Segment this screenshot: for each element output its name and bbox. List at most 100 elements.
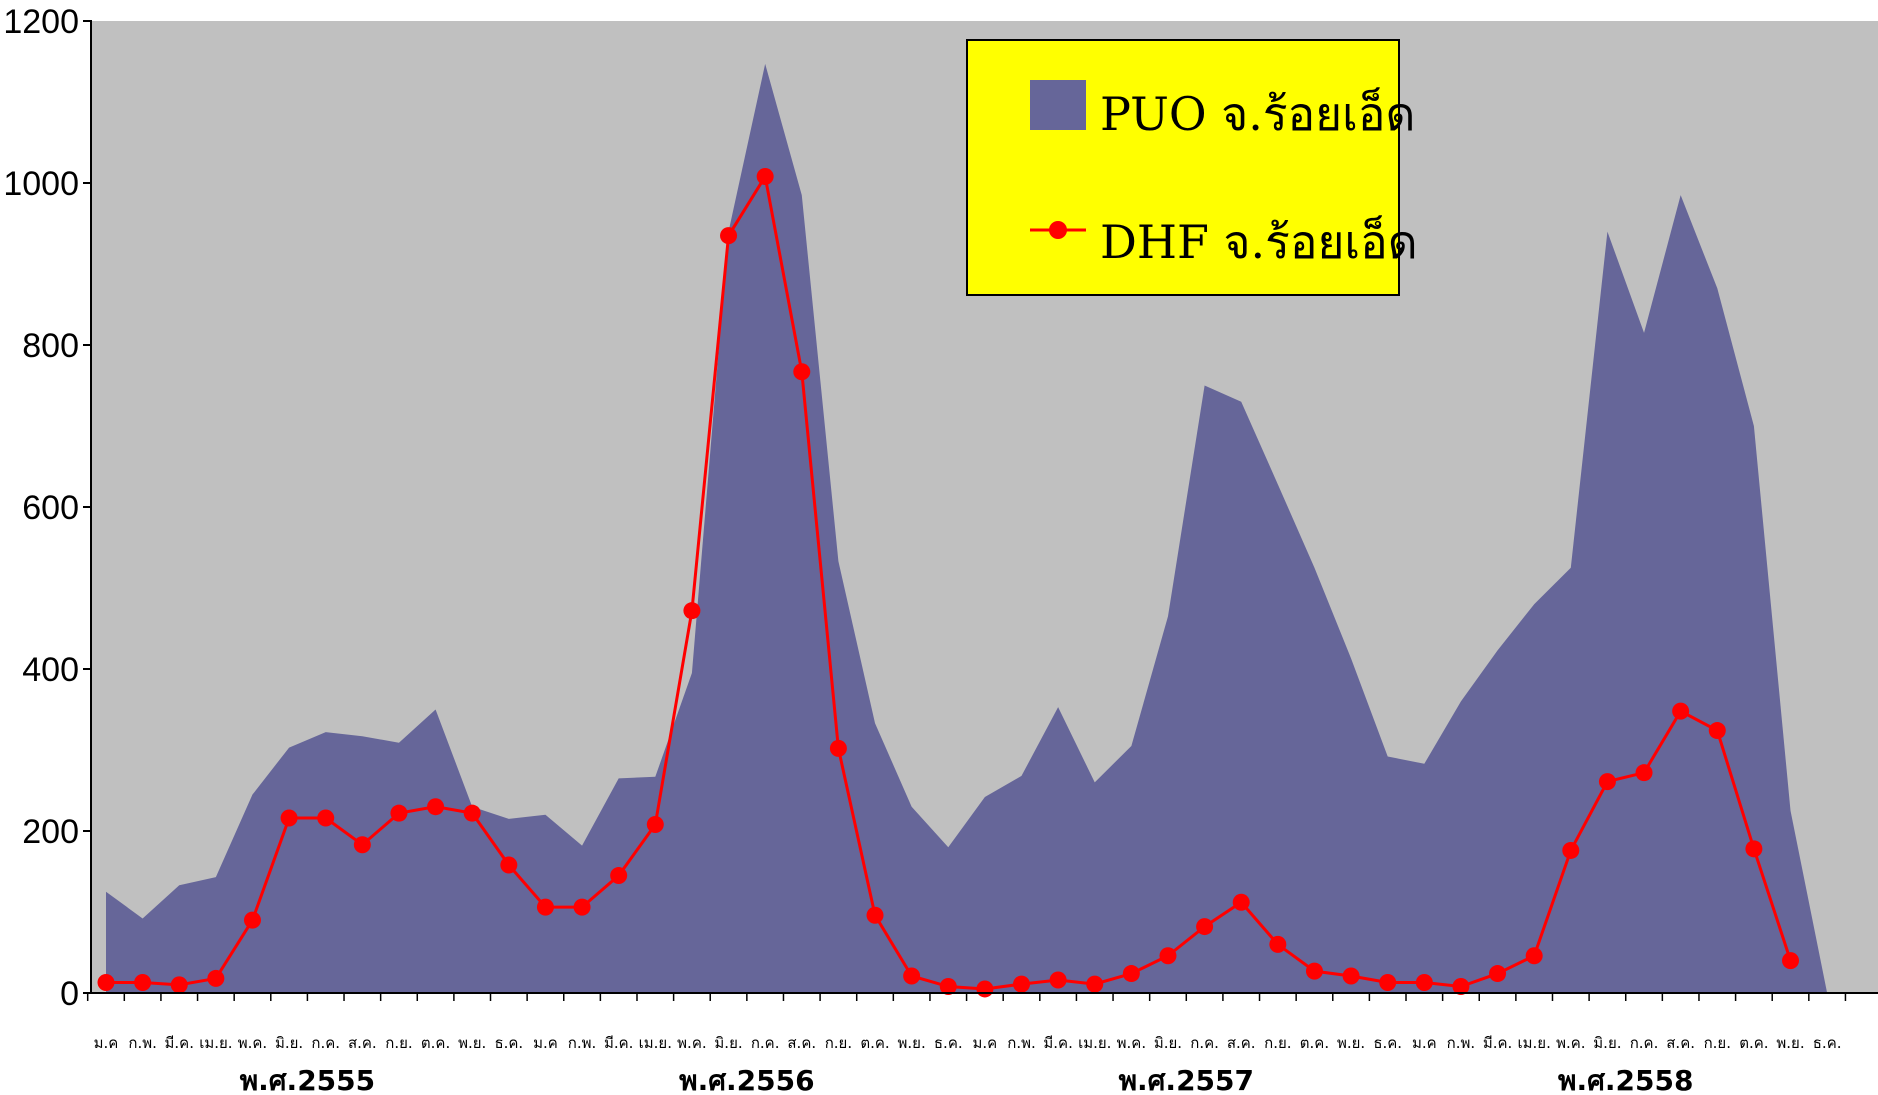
x-tick-label: พ.ค. <box>677 1034 706 1052</box>
dhf-point <box>903 967 921 985</box>
dhf-point <box>1672 702 1690 720</box>
dhf-point <box>170 976 188 994</box>
x-tick-label: ก.พ. <box>1007 1034 1036 1052</box>
dhf-point <box>720 227 738 245</box>
dhf-point <box>1122 965 1140 983</box>
x-tick-label: ม.ค <box>94 1034 119 1052</box>
x-tick-label: พ.ค. <box>238 1034 267 1052</box>
x-tick-label: ก.ย. <box>1704 1034 1731 1052</box>
x-tick-label: ต.ค. <box>1300 1034 1329 1052</box>
y-tick-label: 200 <box>22 813 79 851</box>
x-tick-label: เม.ย. <box>199 1034 232 1052</box>
x-tick-label: ก.พ. <box>568 1034 597 1052</box>
dhf-point <box>280 809 298 827</box>
dhf-point <box>976 980 994 998</box>
dhf-point <box>463 804 481 822</box>
dhf-point <box>573 898 591 916</box>
x-tick-label: ม.ค <box>533 1034 558 1052</box>
x-tick-label: มี.ค. <box>604 1034 633 1052</box>
dhf-point <box>793 363 811 381</box>
dhf-point <box>756 168 774 186</box>
dhf-point <box>1342 967 1360 985</box>
x-tick-label: มิ.ย. <box>1154 1034 1182 1052</box>
x-tick-label: มิ.ย. <box>714 1034 742 1052</box>
dhf-point <box>500 856 518 874</box>
dhf-point <box>427 798 445 816</box>
x-tick-label: เม.ย. <box>1078 1034 1111 1052</box>
x-tick-label: ส.ค. <box>348 1034 377 1052</box>
dhf-point <box>1305 962 1323 980</box>
puo-area <box>106 63 1828 994</box>
x-tick-label: ส.ค. <box>787 1034 816 1052</box>
legend-dhf-marker <box>1049 221 1067 239</box>
x-tick-label: พ.ย. <box>458 1034 486 1052</box>
x-tick-label: ธ.ค. <box>494 1034 523 1052</box>
dhf-point <box>1452 978 1470 996</box>
dhf-point <box>1159 947 1177 965</box>
x-tick-label: มิ.ย. <box>1593 1034 1621 1052</box>
y-tick-label: 1200 <box>3 3 79 41</box>
y-tick-label: 0 <box>60 975 79 1013</box>
x-tick-label: พ.ค. <box>1117 1034 1146 1052</box>
x-tick-label: ก.ย. <box>825 1034 852 1052</box>
dhf-point <box>1049 971 1067 989</box>
dhf-point <box>1196 918 1214 936</box>
dhf-point <box>1415 973 1433 991</box>
dhf-point <box>866 906 884 924</box>
dhf-point <box>1745 840 1763 858</box>
y-tick-label: 400 <box>22 651 79 689</box>
x-tick-label: พ.ค. <box>1556 1034 1585 1052</box>
x-tick-label: พ.ย. <box>1776 1034 1804 1052</box>
puo-area-series <box>106 63 1828 994</box>
dhf-point <box>1782 952 1800 970</box>
legend: PUO จ.ร้อยเอ็ด DHF จ.ร้อยเอ็ด <box>966 39 1418 296</box>
x-tick-label: ธ.ค. <box>934 1034 963 1052</box>
x-tick-labels: ม.ค ก.พ. มี.ค. เม.ย. พ.ค. มิ.ย. ก.ค. ส.ค. ก.ย. ต.… <box>94 1034 1842 1052</box>
year-group-label: พ.ศ.2558 <box>1558 1064 1693 1095</box>
x-tick-label: ก.ย. <box>1264 1034 1291 1052</box>
x-tick-label: ต.ค. <box>421 1034 450 1052</box>
dhf-point <box>1525 947 1543 965</box>
x-tick-label: ม.ค <box>973 1034 998 1052</box>
dhf-point <box>1086 975 1104 993</box>
x-tick-label: มี.ค. <box>1483 1034 1512 1052</box>
x-tick-label: ม.ค <box>1412 1034 1437 1052</box>
x-tick-label: ก.พ. <box>128 1034 157 1052</box>
x-tick-label: ส.ค. <box>1227 1034 1256 1052</box>
dhf-point <box>1269 935 1287 953</box>
axes <box>83 20 1878 1001</box>
year-group-label: พ.ศ.2555 <box>240 1064 375 1095</box>
dhf-point <box>1562 841 1580 859</box>
x-tick-label: เม.ย. <box>639 1034 672 1052</box>
x-tick-label: ส.ค. <box>1666 1034 1695 1052</box>
year-group-labels: พ.ศ.2555 พ.ศ.2556 พ.ศ.2557 พ.ศ.2558 <box>240 1064 1694 1095</box>
x-tick-label: ก.ค. <box>1190 1034 1219 1052</box>
x-tick-label: มิ.ย. <box>275 1034 303 1052</box>
dhf-point <box>829 739 847 757</box>
dhf-point <box>1635 764 1653 782</box>
dhf-point <box>134 973 152 991</box>
dhf-point <box>683 602 701 620</box>
dhf-point <box>1379 973 1397 991</box>
x-tick-label: มี.ค. <box>1043 1034 1072 1052</box>
legend-dhf-label: DHF จ.ร้อยเอ็ด <box>1100 215 1418 269</box>
x-tick-label: ธ.ค. <box>1373 1034 1402 1052</box>
dhf-point <box>1013 975 1030 993</box>
x-tick-label: ก.ค. <box>311 1034 340 1052</box>
dhf-point <box>536 898 554 916</box>
dhf-point <box>1232 893 1250 911</box>
x-tick-label: เม.ย. <box>1518 1034 1551 1052</box>
dhf-point <box>646 816 664 834</box>
x-tick-label: ก.ค. <box>751 1034 780 1052</box>
y-tick-label: 1000 <box>3 165 79 203</box>
year-group-label: พ.ศ.2557 <box>1119 1064 1254 1095</box>
x-tick-label: ต.ค. <box>860 1034 889 1052</box>
x-tick-label: ต.ค. <box>1739 1034 1768 1052</box>
y-tick-labels: 0 200 400 600 800 1000 1200 <box>3 3 79 1013</box>
x-tick-label: ก.ย. <box>385 1034 412 1052</box>
x-tick-label: ธ.ค. <box>1813 1034 1842 1052</box>
dhf-point <box>939 978 957 996</box>
x-tick-label: ก.พ. <box>1447 1034 1476 1052</box>
dhf-point <box>317 809 335 827</box>
